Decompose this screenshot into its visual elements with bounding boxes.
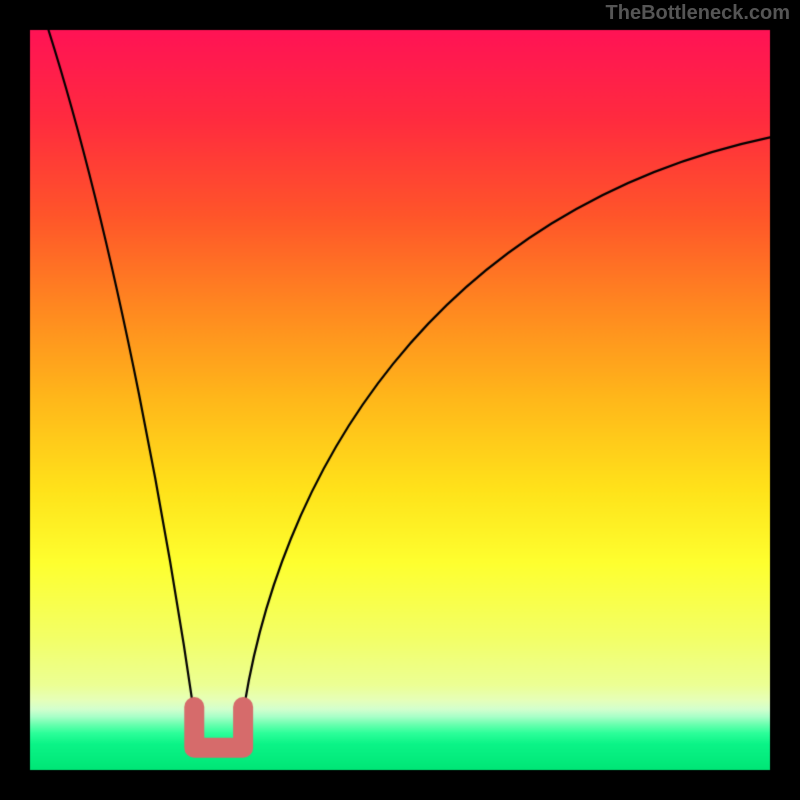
chart-root: TheBottleneck.com	[0, 0, 800, 800]
watermark-text: TheBottleneck.com	[606, 2, 790, 25]
bottleneck-chart-canvas	[0, 0, 800, 800]
